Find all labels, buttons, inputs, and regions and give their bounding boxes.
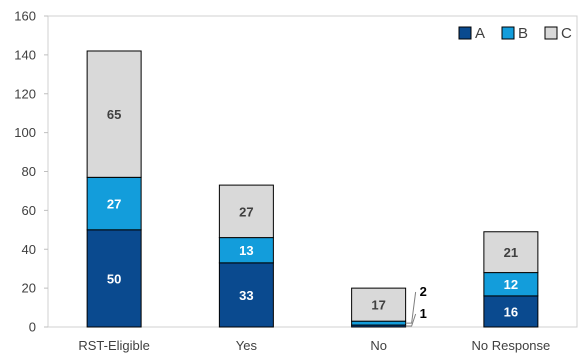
y-tick-label: 60 [22,203,36,218]
legend-swatch-C [544,26,558,40]
bar-segment-C [218,184,274,239]
x-tick-label: RST-Eligible [78,338,150,353]
data-label: 2 [420,284,427,299]
y-tick-label: 0 [29,320,36,335]
bar-segment-C [483,231,539,274]
leader-line [405,291,417,324]
x-axis: RST-Eligible Yes No No Response [78,338,550,353]
bar-segment-A [218,262,274,328]
y-tick-label: 140 [14,47,36,62]
data-label: 27 [239,204,253,219]
legend-label-C: C [561,25,572,42]
bar-segment-A [86,229,142,328]
y-tick-label: 160 [14,9,36,24]
bar-segment-C [351,287,407,322]
bar-segment-A [483,295,539,328]
y-tick-label: 40 [22,242,36,257]
data-label: 17 [371,298,385,313]
data-label: 50 [107,271,121,286]
legend: A B C [458,25,572,42]
data-label: 16 [504,304,518,319]
legend-swatch-B [501,26,515,40]
data-label: 65 [107,107,121,122]
y-axis: 0 20 40 60 80 100 120 140 160 [14,9,48,335]
x-tick-label: No Response [471,338,550,353]
legend-swatch-A [458,26,472,40]
x-tick-label: Yes [236,338,258,353]
legend-label-B: B [518,25,528,42]
y-tick-label: 120 [14,86,36,101]
data-label: 21 [504,245,518,260]
x-tick-label: No [370,338,387,353]
data-label: 12 [504,277,518,292]
legend-label-A: A [475,25,485,42]
data-label: 1 [420,306,427,321]
data-label: 27 [107,197,121,212]
leader-line [405,313,417,327]
data-label: 33 [239,288,253,303]
y-tick-label: 100 [14,125,36,140]
bar-segment-B [351,320,407,326]
bar-segment-B [86,176,142,231]
bar-segment-B [218,237,274,264]
y-tick-label: 80 [22,164,36,179]
data-label: 13 [239,243,253,258]
y-tick-label: 20 [22,281,36,296]
bar-segment-C [86,50,142,178]
